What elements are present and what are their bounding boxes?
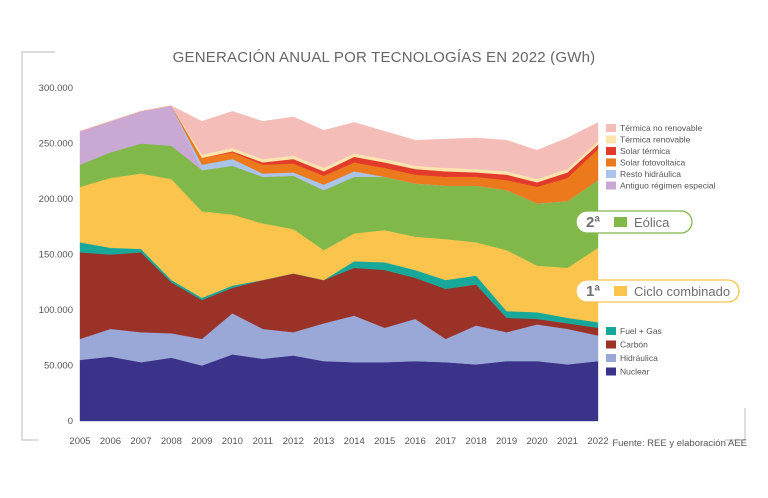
area-termica-no-renovable <box>79 105 599 180</box>
legend-label: Resto hidráulica <box>620 169 681 179</box>
y-tick-label: 250.000 <box>39 139 73 150</box>
legend-label: Solar térmica <box>620 146 670 156</box>
x-tick-label: 2013 <box>313 436 334 447</box>
x-tick-label: 2006 <box>100 436 121 447</box>
area-nuclear <box>79 354 599 422</box>
legend-label: Térmica no renovable <box>620 123 702 133</box>
legend-label: Fuel + Gas <box>620 326 662 336</box>
x-tick-label: 2010 <box>222 436 243 447</box>
legend-swatch <box>606 354 616 362</box>
callout-swatch <box>614 286 627 296</box>
y-tick-label: 0 <box>68 416 73 427</box>
x-tick-label: 2015 <box>374 436 395 447</box>
legend-label: Nuclear <box>620 367 649 377</box>
x-tick-label: 2018 <box>466 436 487 447</box>
y-tick-label: 300.000 <box>39 83 73 94</box>
callout-swatch <box>614 217 627 227</box>
legend-swatch <box>606 158 616 167</box>
x-tick-label: 2014 <box>344 436 365 447</box>
legend-swatch <box>606 367 616 376</box>
callouts: 2ª Eólica 1ª Ciclo combinado <box>575 210 740 303</box>
callout-rank: 2ª <box>586 214 600 231</box>
x-tick-label: 2007 <box>130 436 151 447</box>
legend-swatch <box>606 181 616 190</box>
legend-label: Solar fotovoltaica <box>620 158 685 168</box>
source-note: Fuente: REE y elaboración AEE <box>612 438 747 449</box>
chart-title: GENERACIÓN ANUAL POR TECNOLOGÍAS EN 2022… <box>173 49 596 66</box>
x-axis: 2005 2006 2007 2008 2009 2010 2011 2012 2013 2014… <box>69 436 608 447</box>
y-tick-label: 50.000 <box>44 361 73 372</box>
x-tick-label: 2011 <box>253 436 273 447</box>
x-tick-label: 2012 <box>283 436 304 447</box>
stacked-areas <box>79 105 599 422</box>
x-tick-label: 2019 <box>496 436 517 447</box>
callout-box <box>575 279 740 303</box>
callout-label: Ciclo combinado <box>634 284 730 299</box>
y-tick-label: 200.000 <box>39 194 73 205</box>
legend-label: Carbón <box>620 340 648 350</box>
callout-box <box>575 210 693 234</box>
x-tick-label: 2017 <box>435 436 456 447</box>
callout-rank: 1ª <box>586 283 600 300</box>
y-tick-label: 150.000 <box>39 250 73 261</box>
x-tick-label: 2020 <box>526 436 547 447</box>
x-tick-label: 2008 <box>161 436 182 447</box>
legend-bottom: Fuel + Gas Carbón Hidráulica Nuclear <box>606 326 662 377</box>
legend-swatch <box>606 170 616 178</box>
y-axis: 0 50.000 100.000 150.000 200.000 250.000 300.0… <box>39 83 73 427</box>
x-tick-label: 2022 <box>587 436 608 447</box>
frame-lines <box>21 51 746 441</box>
x-tick-label: 2005 <box>69 436 90 447</box>
y-tick-label: 100.000 <box>39 305 73 316</box>
legend-swatch <box>606 147 616 155</box>
legend-label: Térmica renovable <box>620 135 691 145</box>
callout-label: Eólica <box>634 215 670 230</box>
legend-label: Antiguo régimen especial <box>620 181 716 191</box>
x-tick-label: 2016 <box>405 436 426 447</box>
legend-swatch <box>606 340 616 349</box>
legend-swatch <box>606 135 616 144</box>
legend-label: Hidráulica <box>620 353 658 363</box>
x-tick-label: 2009 <box>191 436 212 447</box>
x-tick-label: 2021 <box>557 436 578 447</box>
legend-swatch <box>606 327 616 335</box>
legend-swatch <box>606 124 616 132</box>
